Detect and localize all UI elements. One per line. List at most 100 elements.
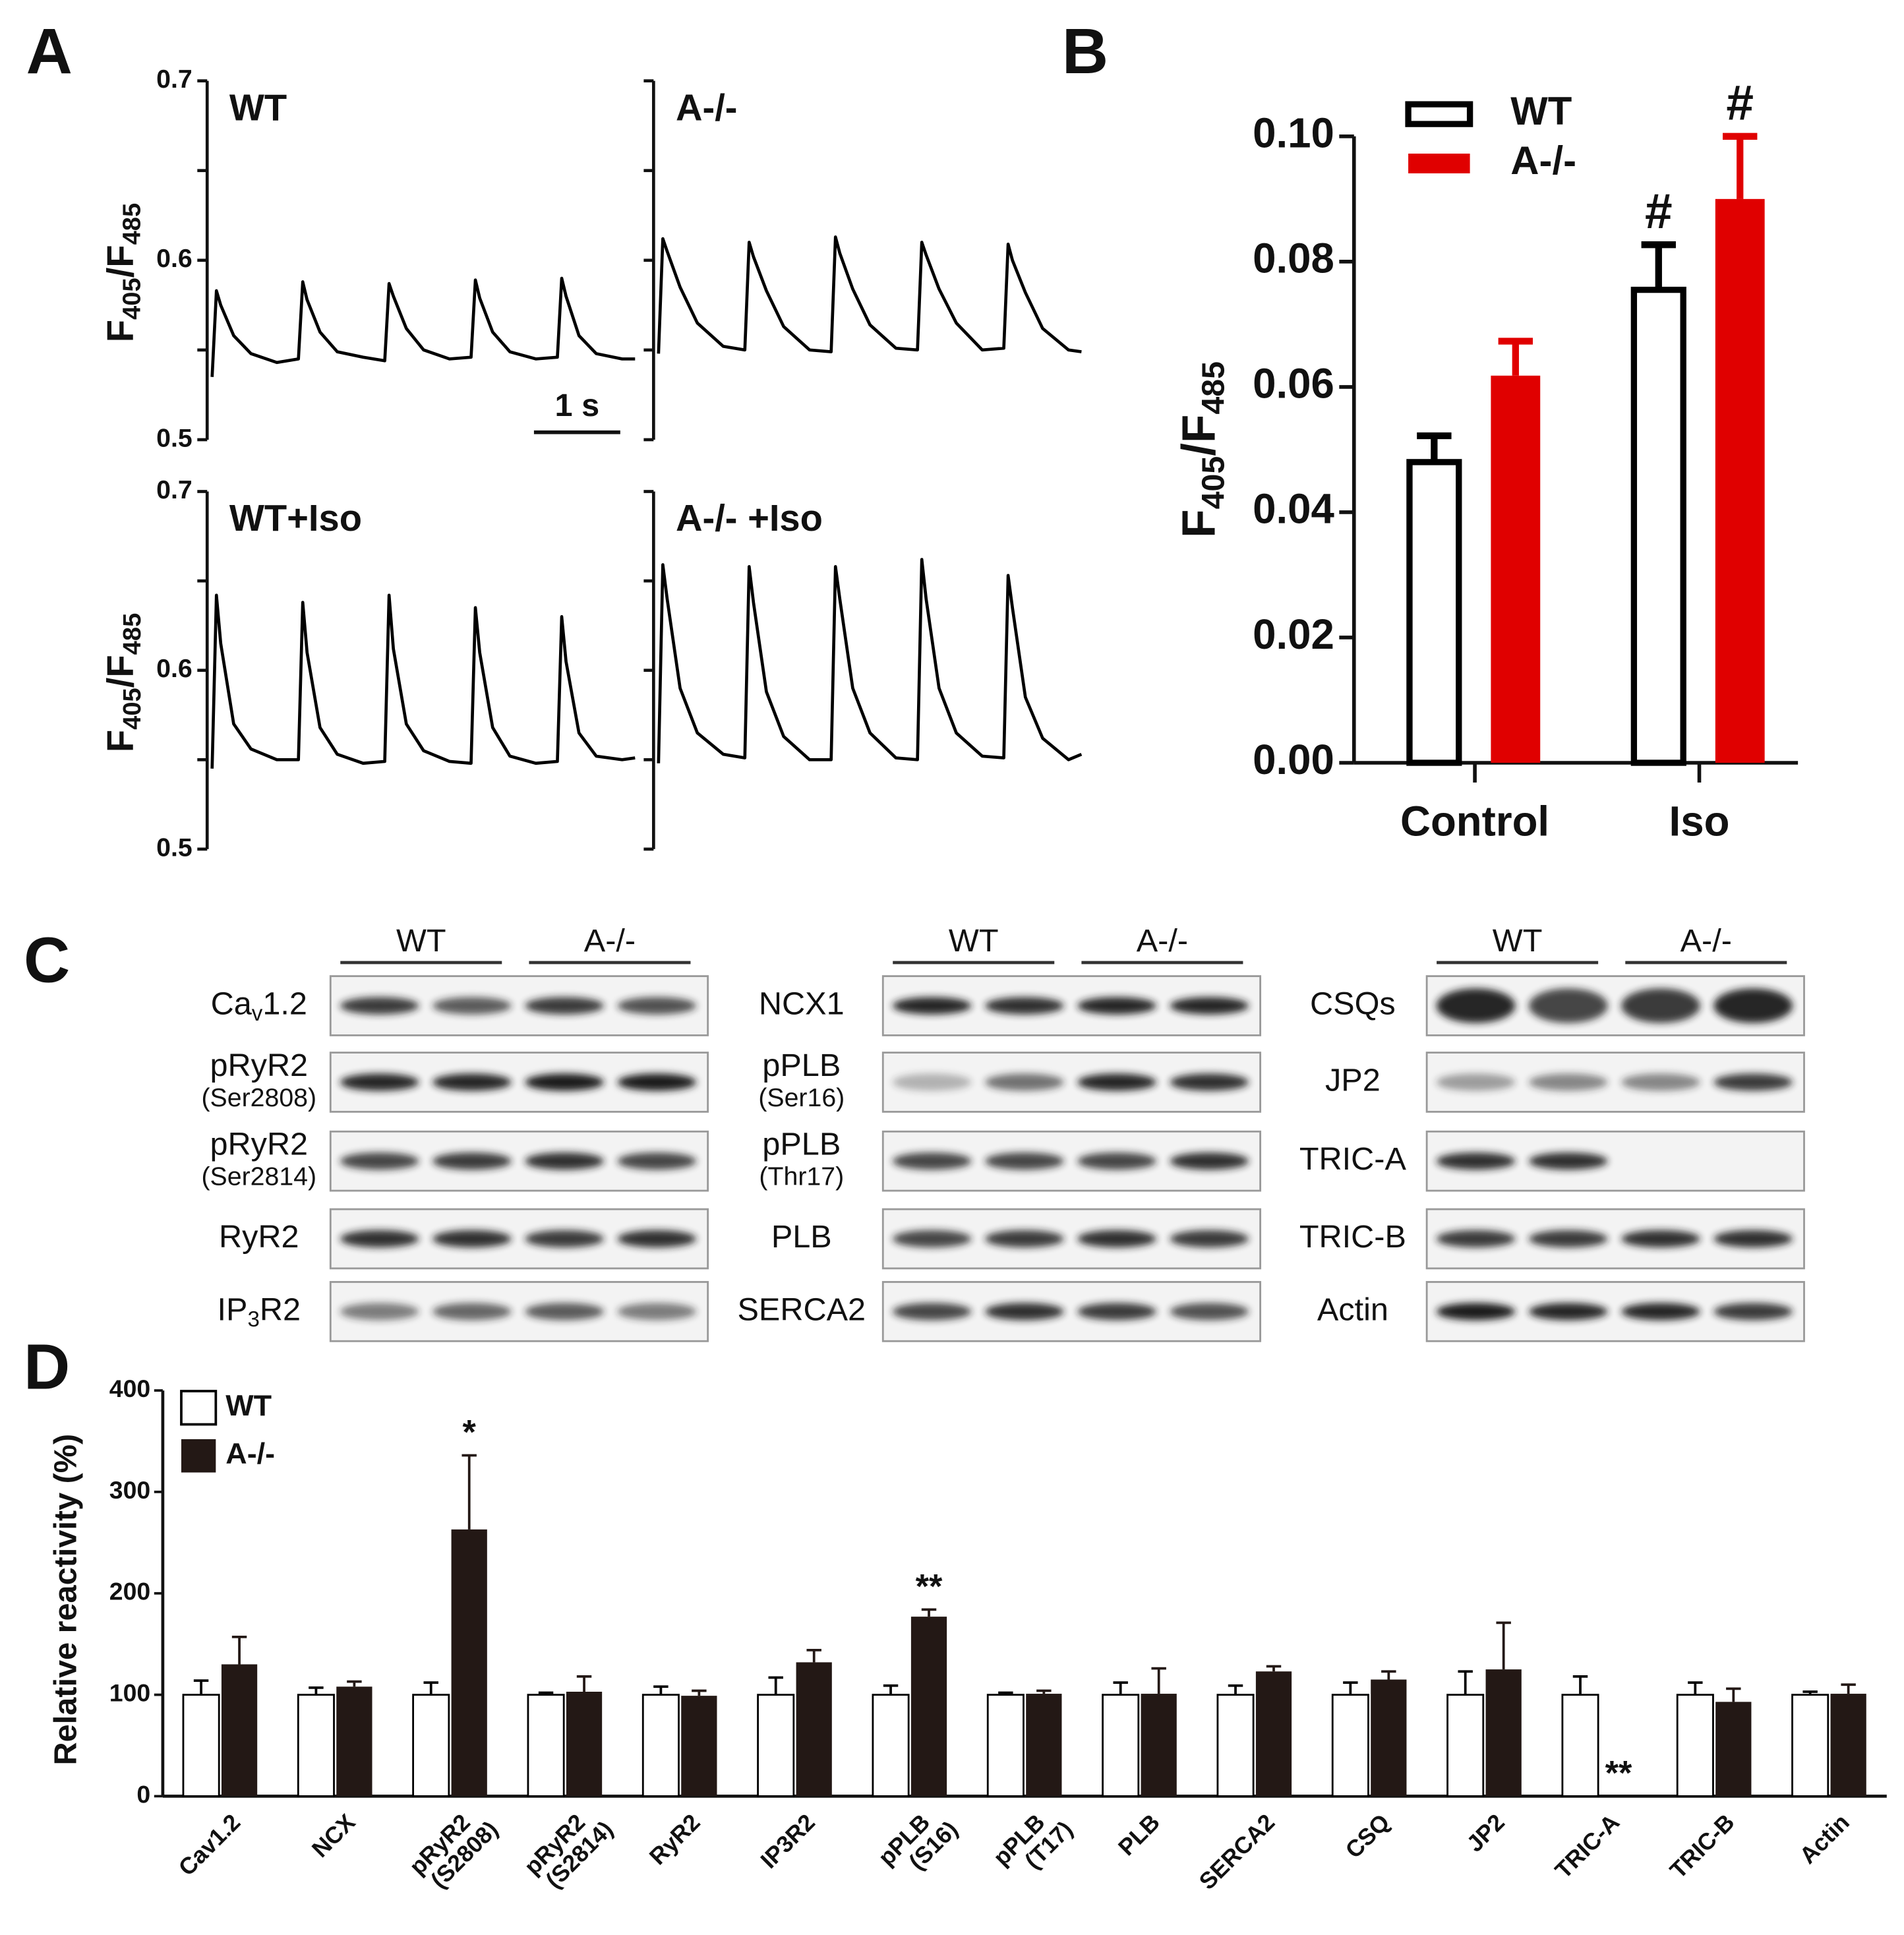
legend-swatch [1405, 101, 1473, 127]
trace-title: A-/- +Iso [676, 497, 823, 539]
blot-band [1436, 1073, 1516, 1091]
trace [210, 593, 636, 769]
blot-label-part: NCX1 [759, 986, 845, 1021]
group-label: WT [1493, 923, 1543, 959]
blot-band [525, 1073, 605, 1091]
blot-label: pPLB [762, 1048, 841, 1083]
blot-band [1621, 1230, 1700, 1248]
y-axis-label-part: 485 [1195, 361, 1231, 415]
blot-label: CSQs [1310, 986, 1396, 1021]
bar [527, 1694, 565, 1797]
blot-band [985, 1073, 1064, 1091]
blot-band [892, 1230, 972, 1248]
blot-band [1713, 1230, 1793, 1248]
blot-label-part: JP2 [1325, 1062, 1381, 1098]
bar [1715, 1702, 1752, 1797]
significance-mark: # [1726, 75, 1754, 131]
blot-label-part: pPLB [762, 1048, 841, 1083]
blot-band [1170, 1073, 1249, 1091]
panel-letter: C [24, 924, 70, 996]
blot-label: TRIC-A [1299, 1141, 1407, 1177]
legend-label: WT [225, 1388, 272, 1422]
y-axis-label-part: F [100, 730, 141, 752]
blot-band [1077, 997, 1156, 1015]
x-tick-label: Iso [1669, 798, 1730, 845]
blot-band [985, 1230, 1064, 1248]
blot-band [525, 1230, 605, 1248]
blot-label-part: TRIC-B [1299, 1219, 1406, 1255]
blot-band [432, 1152, 512, 1170]
blot-label: Cav1.2 [211, 986, 307, 1026]
blot-band [1436, 988, 1516, 1023]
trace-title: WT+Iso [229, 497, 362, 539]
bar [796, 1662, 832, 1797]
trace-title: A-/- [676, 86, 737, 128]
bar [1141, 1694, 1177, 1797]
bar [1102, 1694, 1140, 1797]
bar [681, 1696, 717, 1797]
blot-label: PLB [771, 1219, 832, 1255]
blot-band [525, 997, 605, 1015]
blot-band [1713, 988, 1793, 1023]
y-tick-label: 0.06 [1253, 361, 1334, 407]
blot-band [432, 1230, 512, 1248]
blot-band [340, 997, 419, 1015]
blot-label: SERCA2 [738, 1292, 866, 1327]
y-tick-label: 200 [109, 1578, 150, 1605]
blot-label-part: R2 [260, 1292, 301, 1327]
legend-swatch [1408, 153, 1470, 173]
blot-band [1528, 988, 1608, 1023]
blot-label: IP3R2 [218, 1292, 301, 1332]
significance-mark: * [463, 1414, 477, 1452]
y-tick-label: 0 [136, 1780, 150, 1808]
bar [1715, 198, 1765, 763]
blot-note: (Ser2808) [201, 1083, 316, 1112]
y-axis-label-part: F [1173, 509, 1225, 537]
trace [657, 558, 1083, 763]
y-axis-label-part: 405 [118, 278, 146, 320]
blot-label: NCX1 [759, 986, 845, 1021]
bar [412, 1694, 450, 1797]
bar [1491, 375, 1541, 763]
legend-label: A-/- [1510, 138, 1576, 183]
blot-label: TRIC-B [1299, 1219, 1406, 1255]
blot-band [1436, 1152, 1516, 1170]
blot-label: pPLB [762, 1127, 841, 1162]
blot-band [1170, 1303, 1249, 1321]
blot-label-part: SERCA2 [738, 1292, 866, 1327]
bar [1676, 1694, 1714, 1797]
blot-band [1621, 1303, 1700, 1321]
blot-label-part: pRyR2 [210, 1048, 308, 1083]
blot-label: Actin [1317, 1292, 1388, 1327]
blot-band [892, 997, 972, 1015]
y-tick-label: 0.7 [156, 475, 193, 504]
blot-band [1077, 1152, 1156, 1170]
blot-band [525, 1303, 605, 1321]
blot-label-part: TRIC-A [1299, 1141, 1407, 1177]
y-tick-label: 0.5 [156, 833, 193, 862]
bar [1216, 1694, 1255, 1797]
blot-band [1528, 1230, 1608, 1248]
blot-note: (Thr17) [759, 1162, 844, 1191]
bar [910, 1617, 947, 1797]
blot-label-part: RyR2 [219, 1219, 299, 1255]
significance-mark: ** [1605, 1754, 1632, 1793]
bar [1255, 1671, 1292, 1797]
blot-band [1528, 1303, 1608, 1321]
panel-letter: D [24, 1331, 70, 1403]
blot-label: pRyR2 [210, 1127, 308, 1162]
trace-title: WT [229, 86, 287, 128]
blot-band [432, 997, 512, 1015]
trace [657, 235, 1082, 354]
blot-band [1621, 1073, 1700, 1091]
blot-band [617, 1303, 697, 1321]
panel-letter: A [26, 15, 73, 87]
blot-label-part: 1.2 [262, 986, 307, 1021]
blot-band [1621, 988, 1700, 1023]
blot-label-part: IP [218, 1292, 248, 1327]
y-tick-label: 0.7 [156, 65, 193, 94]
blot-band [985, 1303, 1064, 1321]
blot-band [985, 997, 1064, 1015]
